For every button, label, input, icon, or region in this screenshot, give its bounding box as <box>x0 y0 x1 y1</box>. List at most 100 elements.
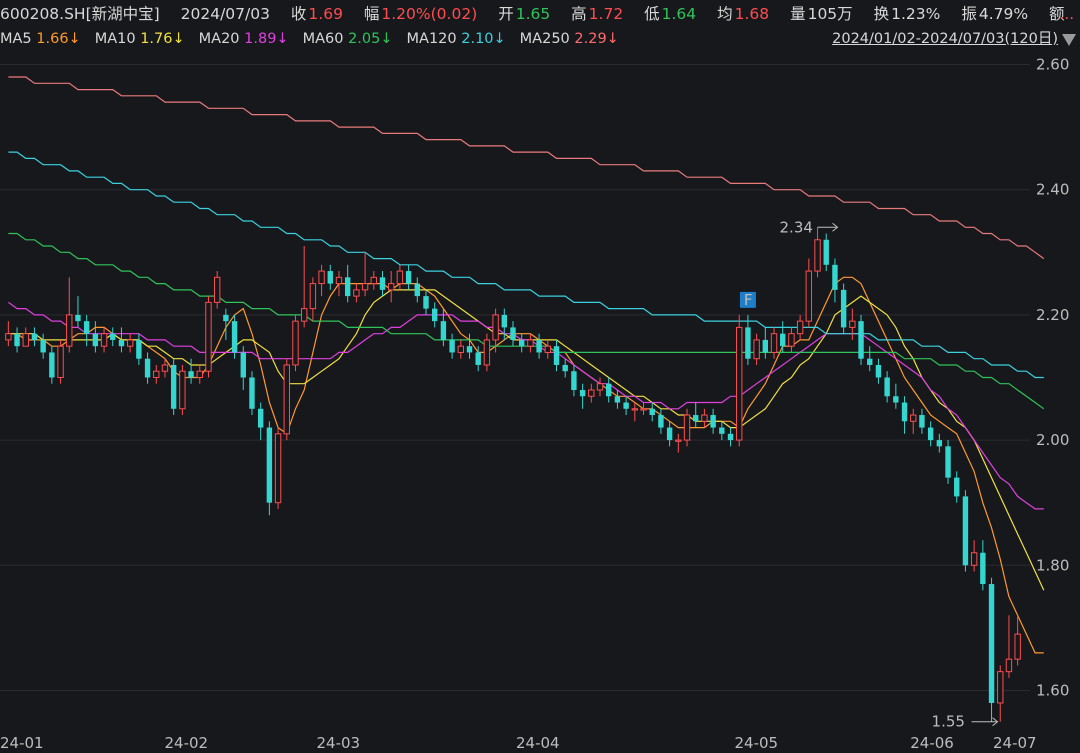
y-tick-label: 2.60 <box>1036 56 1069 74</box>
candle-body <box>1014 633 1021 660</box>
candle-body <box>945 446 951 478</box>
candle-body <box>849 320 856 328</box>
candle-body <box>762 339 769 353</box>
ma-legend-name: MA10 <box>94 31 141 47</box>
avg-value: 1.68 <box>734 5 770 23</box>
ma-legend-name: MA120 <box>406 31 462 47</box>
high-value: 1.72 <box>588 5 624 23</box>
candle-body <box>840 289 847 328</box>
candle-body <box>675 439 682 442</box>
candle-body <box>492 314 499 341</box>
candle-body <box>196 370 203 378</box>
ma-legend-ma60: MA60 2.05↓ <box>303 31 393 47</box>
candle-body <box>658 415 664 428</box>
ma-legend-name: MA5 <box>0 31 37 47</box>
candle-body <box>153 370 160 378</box>
quote-header: 600208.SH[新湖中宝] 2024/07/03 收 1.69 幅 1.20%(… <box>0 0 1080 28</box>
x-tick-label: 24-04 <box>516 734 560 752</box>
high-arrow-icon <box>832 222 839 232</box>
ma-legend-value: 2.10↓ <box>461 31 506 47</box>
amplitude-label: 振 <box>961 5 977 23</box>
candle-body <box>161 364 169 372</box>
candle-body <box>22 333 29 347</box>
candle-body <box>379 277 386 290</box>
candle-body <box>126 339 134 347</box>
candle-body <box>66 314 73 347</box>
candle-body <box>100 333 108 347</box>
more-fields-indicator[interactable]: ... <box>1059 5 1074 23</box>
candle-body <box>919 415 925 428</box>
candle-body <box>309 283 317 310</box>
ma-legend-value: 1.76↓ <box>140 31 185 47</box>
candle-body <box>318 270 325 285</box>
dropdown-triangle-icon[interactable] <box>1062 34 1076 46</box>
candle-body <box>327 271 333 284</box>
candle-body <box>136 339 142 359</box>
candle-body <box>370 276 377 285</box>
ma-line-ma120 <box>8 151 1044 379</box>
y-tick-label: 2.20 <box>1036 306 1069 324</box>
x-tick-label: 24-01 <box>0 734 44 752</box>
candle-body <box>553 346 560 365</box>
candle-body <box>954 477 960 497</box>
low-value: 1.64 <box>661 5 697 23</box>
amplitude-value: 4.79% <box>978 5 1029 23</box>
low-arrow-icon <box>992 717 999 727</box>
candle-body <box>431 308 438 322</box>
candle-body <box>14 333 20 347</box>
candle-body <box>936 440 943 447</box>
candle-body <box>875 364 882 378</box>
candle-body <box>884 377 890 397</box>
candle-body <box>475 352 481 365</box>
candle-body <box>344 277 351 297</box>
x-tick-label: 24-03 <box>317 734 361 752</box>
candle-body <box>962 496 969 566</box>
ma-legend-ma10: MA10 1.76↓ <box>95 31 185 47</box>
candle-body <box>231 321 238 353</box>
candle-body <box>606 383 612 397</box>
change-label: 幅 <box>363 5 380 23</box>
candle-body <box>631 408 639 411</box>
candle-body <box>780 333 786 347</box>
event-badge-icon <box>739 291 756 308</box>
event-badge-label: F <box>744 291 753 309</box>
candle-body <box>693 415 699 422</box>
candle-body <box>31 333 38 340</box>
candle-body <box>257 408 264 428</box>
candle-body <box>423 296 429 309</box>
candle-body <box>788 333 795 347</box>
candle-body <box>110 333 116 340</box>
x-tick-label: 24-06 <box>910 734 954 752</box>
x-tick-label: 24-07 <box>993 734 1037 752</box>
stock-symbol[interactable]: 600208.SH[新湖中宝] <box>0 5 160 23</box>
candle-body <box>997 671 1004 704</box>
high-label: 高 <box>571 5 587 23</box>
candle-body <box>596 383 604 391</box>
candle-body <box>213 276 221 303</box>
change-value: 1.20%(0.02) <box>381 5 478 23</box>
candle-body <box>640 408 647 411</box>
candle-body <box>770 333 778 353</box>
candle-body <box>466 346 473 353</box>
avg-label: 均 <box>717 5 733 23</box>
candle-body <box>5 333 12 341</box>
candle-body <box>510 327 516 340</box>
candle-body <box>666 427 673 441</box>
candle-body <box>292 320 299 366</box>
candle-body <box>170 364 177 409</box>
y-tick-label: 1.60 <box>1036 681 1069 699</box>
candle-body <box>414 283 420 297</box>
candle-body <box>440 321 447 340</box>
ma-legend-value: 1.66↓ <box>36 31 81 47</box>
ma-legend-value: 2.29↓ <box>574 31 619 47</box>
candle-body <box>92 333 99 347</box>
y-tick-label: 2.40 <box>1036 181 1069 199</box>
date-range-selector[interactable]: 2024/01/02-2024/07/03(120日) <box>832 31 1058 47</box>
candle-body <box>701 414 708 422</box>
candle-body <box>970 552 978 566</box>
candle-body <box>118 339 125 347</box>
candle-body <box>75 314 81 322</box>
candle-body <box>901 402 908 422</box>
high-price-label: 2.34 <box>780 218 813 236</box>
